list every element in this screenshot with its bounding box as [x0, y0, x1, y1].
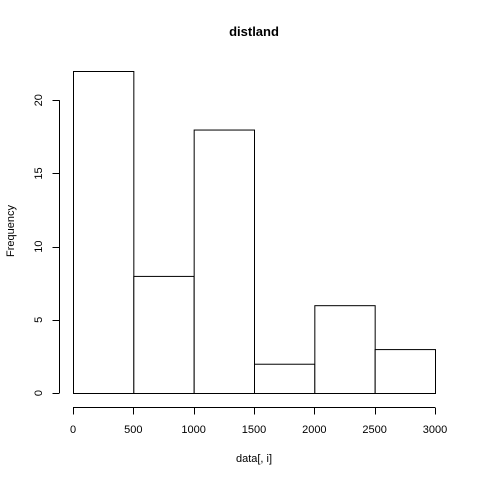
y-tick-label-4: 20 [33, 94, 45, 106]
y-axis: 0 5 10 15 20 [33, 94, 60, 396]
x-axis: 0 500 1000 1500 2000 2500 3000 [70, 407, 447, 436]
histogram-bar-4 [314, 305, 376, 395]
y-tick-label-2: 10 [33, 241, 45, 253]
x-tick-label-4: 2000 [302, 424, 326, 436]
chart-title: distland [229, 24, 279, 39]
histogram-bar-5 [374, 349, 436, 395]
x-tick-label-3: 1500 [242, 424, 266, 436]
histogram-bar-3 [254, 363, 316, 394]
x-tick-label-5: 2500 [362, 424, 386, 436]
histogram-bar-1 [133, 275, 195, 394]
y-tick-label-3: 15 [33, 167, 45, 179]
histogram-bar-0 [73, 71, 135, 394]
y-tick-label-0: 0 [33, 390, 45, 396]
x-tick-label-0: 0 [70, 424, 76, 436]
y-tick-label-1: 5 [33, 317, 45, 323]
x-tick-label-6: 3000 [423, 424, 447, 436]
histogram-bar-2 [193, 129, 256, 395]
y-axis-label: Frequency [5, 205, 17, 257]
x-axis-label: data[, i] [236, 453, 272, 465]
x-tick-label-2: 1000 [181, 424, 205, 436]
bars-group [73, 71, 436, 395]
x-tick-label-1: 500 [124, 424, 142, 436]
